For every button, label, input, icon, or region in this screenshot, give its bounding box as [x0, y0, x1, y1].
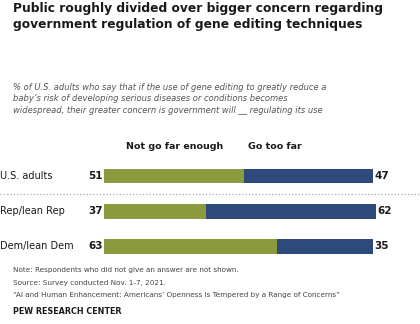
Bar — [206, 204, 376, 219]
Text: Source: Survey conducted Nov. 1-7, 2021.: Source: Survey conducted Nov. 1-7, 2021. — [13, 280, 165, 286]
Text: 62: 62 — [378, 206, 392, 216]
Bar — [277, 239, 373, 254]
Text: Public roughly divided over bigger concern regarding
government regulation of ge: Public roughly divided over bigger conce… — [13, 2, 383, 31]
Text: 51: 51 — [89, 171, 103, 181]
Text: Not go far enough: Not go far enough — [126, 142, 223, 151]
Text: 63: 63 — [89, 241, 103, 251]
Text: PEW RESEARCH CENTER: PEW RESEARCH CENTER — [13, 307, 121, 316]
Text: Dem/lean Dem: Dem/lean Dem — [0, 241, 74, 251]
Bar — [244, 168, 373, 183]
Text: U.S. adults: U.S. adults — [0, 171, 52, 181]
Text: 47: 47 — [375, 171, 389, 181]
Bar — [104, 168, 244, 183]
Text: Go too far: Go too far — [248, 142, 302, 151]
Text: 35: 35 — [375, 241, 389, 251]
Text: “AI and Human Enhancement: Americans’ Openness Is Tempered by a Range of Concern: “AI and Human Enhancement: Americans’ Op… — [13, 292, 339, 298]
Bar — [104, 239, 277, 254]
Bar — [104, 204, 206, 219]
Text: 37: 37 — [88, 206, 103, 216]
Text: Note: Respondents who did not give an answer are not shown.: Note: Respondents who did not give an an… — [13, 267, 238, 273]
Text: Rep/lean Rep: Rep/lean Rep — [0, 206, 65, 216]
Text: % of U.S. adults who say that if the use of gene editing to greatly reduce a
bab: % of U.S. adults who say that if the use… — [13, 83, 326, 114]
